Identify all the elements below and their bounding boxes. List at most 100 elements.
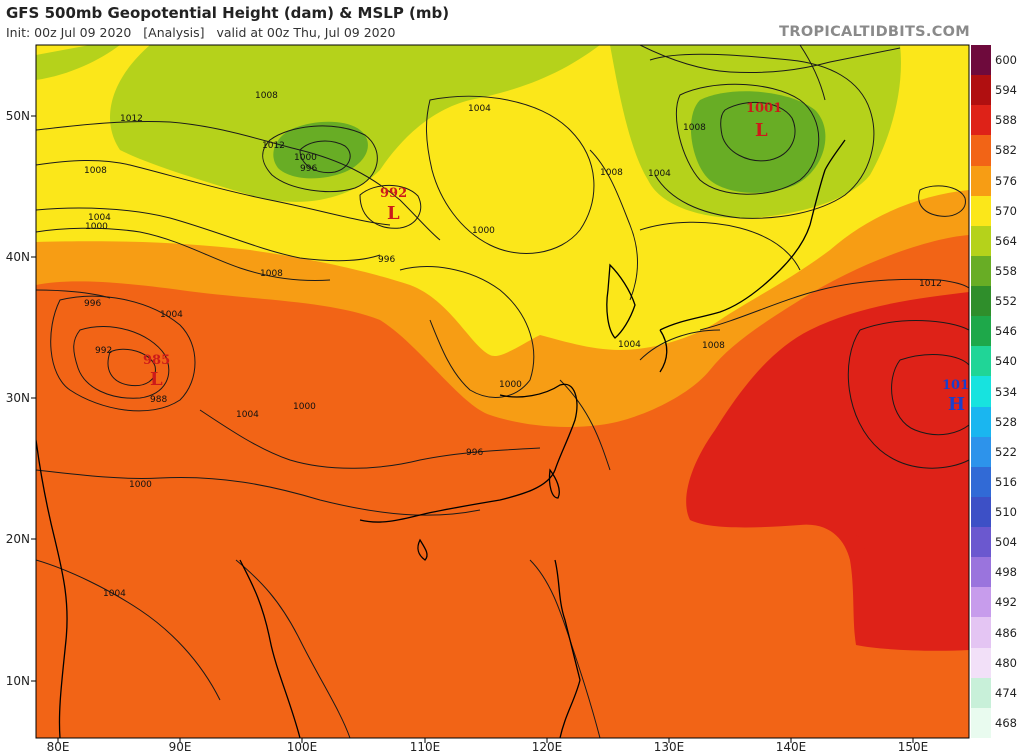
- colorbar-label: 546: [995, 324, 1017, 339]
- isobar-label: 1004: [618, 340, 641, 350]
- colorbar-segment: [971, 286, 991, 317]
- colorbar-label: 528: [995, 414, 1017, 429]
- colorbar-label: 594: [995, 83, 1017, 98]
- lat-label: 20N: [5, 532, 30, 546]
- colorbar-segment: [971, 376, 991, 407]
- isobar-label: 1000: [293, 402, 316, 412]
- high-pressure-value: 101: [942, 378, 969, 393]
- colorbar-label: 582: [995, 143, 1017, 158]
- lon-label: 90E: [168, 740, 192, 754]
- height-fill-594: [686, 292, 969, 651]
- isobar-label: 996: [84, 299, 101, 309]
- colorbar-segment: [971, 436, 991, 467]
- colorbar-segment: [971, 225, 991, 256]
- colorbar-segment: [971, 707, 991, 738]
- isobar-label: 1008: [702, 341, 725, 351]
- lon-label: 120E: [531, 740, 563, 754]
- isobar-label: 1008: [683, 123, 706, 133]
- isobar-label: 1000: [85, 222, 108, 232]
- colorbar-label: 534: [995, 384, 1017, 399]
- high-pressure-symbol: H: [948, 394, 965, 415]
- colorbar-segment: [971, 135, 991, 166]
- brand-watermark[interactable]: TROPICALTIDBITS.COM: [779, 24, 970, 40]
- colorbar-segment: [971, 255, 991, 286]
- isobar-label: 1000: [499, 380, 522, 390]
- colorbar-segment: [971, 527, 991, 558]
- colorbar-label: 474: [995, 685, 1017, 700]
- colorbar-segment: [971, 466, 991, 497]
- colorbar-label: 516: [995, 474, 1017, 489]
- low-pressure-value: 985: [143, 353, 170, 368]
- low-pressure-value: 992: [380, 186, 407, 201]
- isobar-label: 1012: [919, 279, 942, 289]
- colorbar-label: 564: [995, 233, 1017, 248]
- isobar-label: 1004: [468, 104, 491, 114]
- colorbar-segment: [971, 195, 991, 226]
- isobar-label: 1004: [103, 589, 126, 599]
- lat-label: 10N: [5, 674, 30, 688]
- colorbar-label: 486: [995, 625, 1017, 640]
- chart-subtitle: Init: 00z Jul 09 2020 [Analysis] valid a…: [6, 25, 396, 40]
- colorbar-segment: [971, 406, 991, 437]
- colorbar-label: 540: [995, 354, 1017, 369]
- lat-label: 50N: [5, 109, 30, 123]
- isobar-label: 1012: [120, 114, 143, 124]
- lon-label: 80E: [46, 740, 70, 754]
- isobar-label: 992: [95, 346, 112, 356]
- isobar-label: 1000: [472, 226, 495, 236]
- isobar-label: 1000: [294, 153, 317, 163]
- colorbar-segment: [971, 346, 991, 377]
- lon-label: 130E: [653, 740, 685, 754]
- lon-label: 150E: [897, 740, 929, 754]
- colorbar-label: 588: [995, 113, 1017, 128]
- colorbar-segment: [971, 587, 991, 618]
- isobar-label: 1012: [262, 141, 285, 151]
- colorbar-label: 480: [995, 655, 1017, 670]
- colorbar-label: 498: [995, 565, 1017, 580]
- low-pressure-value: 1001: [746, 101, 782, 116]
- colorbar-segment: [971, 496, 991, 527]
- colorbar-segment: [971, 677, 991, 708]
- colorbar-label: 492: [995, 595, 1017, 610]
- colorbar-segment: [971, 557, 991, 588]
- colorbar-label: 600: [995, 53, 1017, 68]
- lon-label: 100E: [286, 740, 318, 754]
- isobar-label: 1004: [160, 310, 183, 320]
- colorbar-segment: [971, 75, 991, 106]
- isobar-label: 988: [150, 395, 167, 405]
- lat-label: 30N: [5, 391, 30, 405]
- lat-label: 40N: [5, 250, 30, 264]
- isobar-label: 1008: [84, 166, 107, 176]
- isobar-label: 1004: [88, 213, 111, 223]
- lon-label: 110E: [409, 740, 441, 754]
- height-fill-570: [110, 45, 600, 202]
- low-pressure-symbol: L: [755, 120, 768, 141]
- colorbar-label: 576: [995, 173, 1017, 188]
- isobar-label: 1004: [236, 410, 259, 420]
- isobar-label: 1004: [648, 169, 671, 179]
- colorbar-label: 558: [995, 263, 1017, 278]
- colorbar-segment: [971, 647, 991, 678]
- chart-title: GFS 500mb Geopotential Height (dam) & MS…: [6, 4, 450, 22]
- colorbar-segment: [971, 316, 991, 347]
- lon-label: 140E: [775, 740, 807, 754]
- isobar-label: 1000: [129, 480, 152, 490]
- colorbar-segment: [971, 105, 991, 136]
- colorbar-label: 504: [995, 535, 1017, 550]
- colorbar-label: 468: [995, 715, 1017, 730]
- isobar-label: 1008: [260, 269, 283, 279]
- colorbar-label: 552: [995, 294, 1017, 309]
- colorbar: [971, 45, 991, 738]
- height-fill-564: [273, 121, 368, 179]
- colorbar-label: 510: [995, 505, 1017, 520]
- isobar-label: 1008: [600, 168, 623, 178]
- low-pressure-symbol: L: [387, 203, 400, 224]
- colorbar-label: 570: [995, 203, 1017, 218]
- isobar-label: 996: [300, 164, 317, 174]
- isobar-label: 996: [378, 255, 395, 265]
- isobar-label: 996: [466, 448, 483, 458]
- colorbar-segment: [971, 165, 991, 196]
- colorbar-segment: [971, 617, 991, 648]
- low-pressure-symbol: L: [150, 369, 163, 390]
